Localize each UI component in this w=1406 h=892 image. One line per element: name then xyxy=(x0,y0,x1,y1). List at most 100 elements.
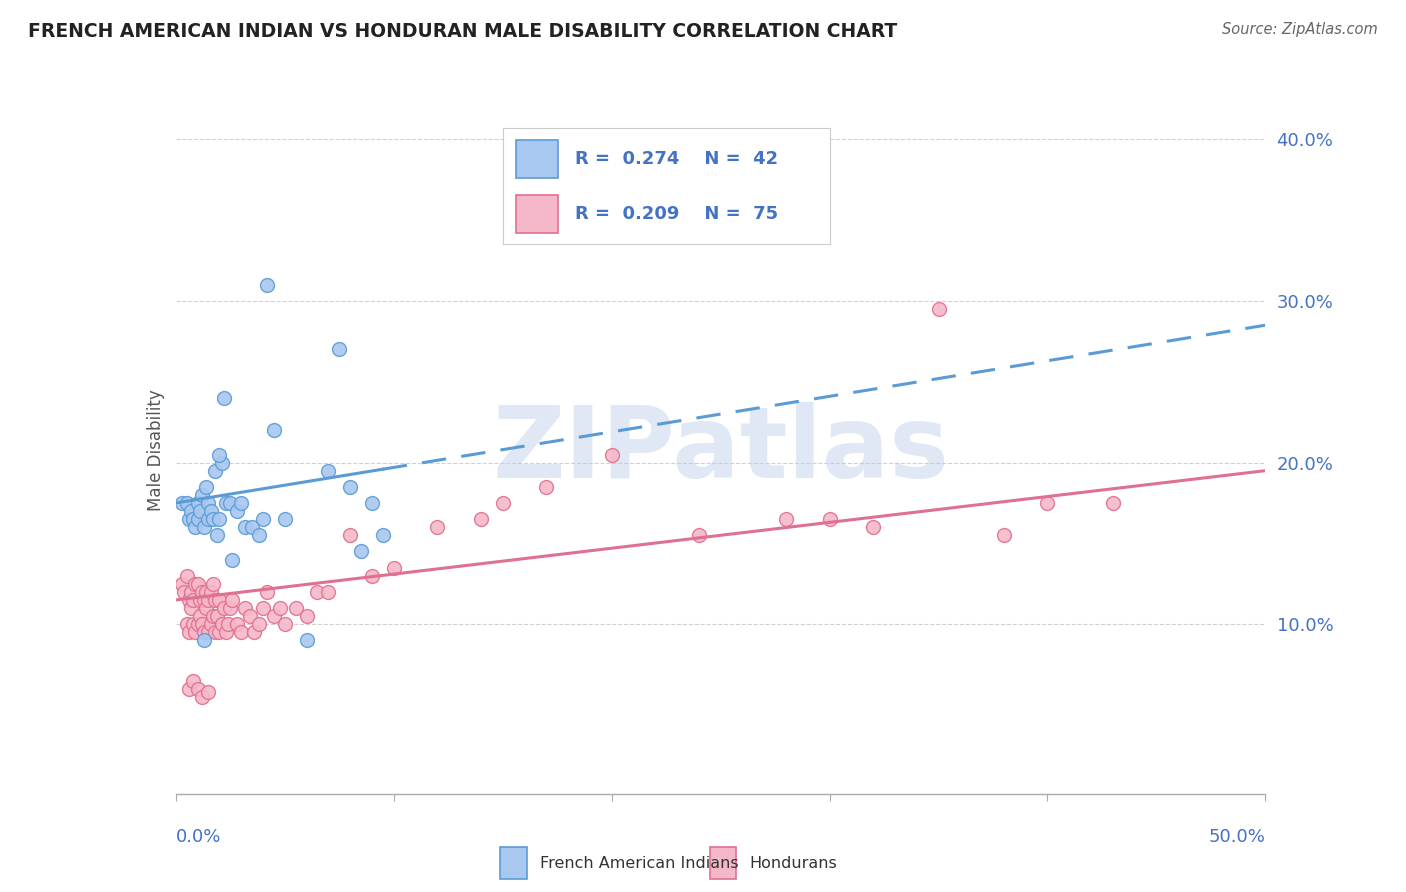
Point xyxy=(993,528,1015,542)
Point xyxy=(197,625,219,640)
Point xyxy=(193,625,215,640)
Point xyxy=(818,512,841,526)
Point xyxy=(263,609,285,624)
Point xyxy=(186,681,209,696)
Point xyxy=(200,504,222,518)
Point xyxy=(184,576,207,591)
Point xyxy=(252,512,274,526)
Point xyxy=(208,625,231,640)
Point xyxy=(191,488,214,502)
Point xyxy=(180,504,202,518)
Point xyxy=(318,464,340,478)
Point xyxy=(350,544,373,558)
Point xyxy=(172,576,194,591)
Point xyxy=(191,690,214,704)
Point xyxy=(177,512,200,526)
Text: FRENCH AMERICAN INDIAN VS HONDURAN MALE DISABILITY CORRELATION CHART: FRENCH AMERICAN INDIAN VS HONDURAN MALE … xyxy=(28,22,897,41)
Point xyxy=(195,585,218,599)
Point xyxy=(181,593,204,607)
Point xyxy=(193,633,215,648)
Point xyxy=(274,617,297,632)
Point xyxy=(339,480,361,494)
Point xyxy=(1102,496,1125,510)
Point xyxy=(239,609,262,624)
Point xyxy=(195,480,218,494)
Point xyxy=(247,617,270,632)
Text: 0.0%: 0.0% xyxy=(176,828,221,847)
Point xyxy=(177,625,200,640)
Point xyxy=(274,512,297,526)
Point xyxy=(928,301,950,316)
Text: ZIPatlas: ZIPatlas xyxy=(492,402,949,499)
Point xyxy=(360,496,382,510)
Point xyxy=(197,512,219,526)
Point xyxy=(188,593,211,607)
Point xyxy=(204,625,226,640)
Point xyxy=(307,585,329,599)
Point xyxy=(318,585,340,599)
Point xyxy=(176,496,198,510)
Point xyxy=(181,617,204,632)
Point xyxy=(197,685,219,699)
Point xyxy=(184,520,207,534)
Point xyxy=(382,560,405,574)
Point xyxy=(193,520,215,534)
Point xyxy=(186,512,209,526)
Text: 50.0%: 50.0% xyxy=(1209,828,1265,847)
Point xyxy=(188,504,211,518)
Point xyxy=(191,585,214,599)
Point xyxy=(235,601,257,615)
Point xyxy=(688,528,710,542)
Text: R =  0.209    N =  75: R = 0.209 N = 75 xyxy=(575,205,778,223)
Point xyxy=(231,625,253,640)
Point xyxy=(217,617,239,632)
Point xyxy=(180,601,202,615)
Point xyxy=(173,585,195,599)
Point xyxy=(176,568,198,582)
Point xyxy=(775,512,797,526)
Point xyxy=(205,609,228,624)
Point xyxy=(186,617,209,632)
Point xyxy=(186,496,209,510)
Point xyxy=(197,496,219,510)
Point xyxy=(235,520,257,534)
Point xyxy=(470,512,492,526)
Point xyxy=(247,528,270,542)
Point xyxy=(195,601,218,615)
FancyBboxPatch shape xyxy=(501,847,527,880)
Point xyxy=(208,448,231,462)
Point xyxy=(426,520,449,534)
Point xyxy=(201,609,224,624)
Point xyxy=(181,673,204,688)
Point xyxy=(231,496,253,510)
Point xyxy=(205,528,228,542)
Point xyxy=(339,528,361,542)
Point xyxy=(211,456,233,470)
Point xyxy=(193,593,215,607)
Point xyxy=(176,617,198,632)
Point xyxy=(197,593,219,607)
Point xyxy=(256,277,278,292)
Point xyxy=(204,464,226,478)
Point xyxy=(295,633,318,648)
Point xyxy=(180,585,202,599)
Point xyxy=(200,585,222,599)
Point xyxy=(284,601,307,615)
Point xyxy=(600,448,623,462)
Point xyxy=(240,520,263,534)
Text: Source: ZipAtlas.com: Source: ZipAtlas.com xyxy=(1222,22,1378,37)
Point xyxy=(172,496,194,510)
Point xyxy=(295,609,318,624)
Point xyxy=(225,504,247,518)
Point xyxy=(225,617,247,632)
Point xyxy=(360,568,382,582)
Point xyxy=(184,625,207,640)
Point xyxy=(252,601,274,615)
Point xyxy=(188,609,211,624)
Point xyxy=(256,585,278,599)
Point xyxy=(243,625,266,640)
Point xyxy=(371,528,394,542)
Point xyxy=(221,593,243,607)
Point xyxy=(1036,496,1059,510)
FancyBboxPatch shape xyxy=(710,847,735,880)
